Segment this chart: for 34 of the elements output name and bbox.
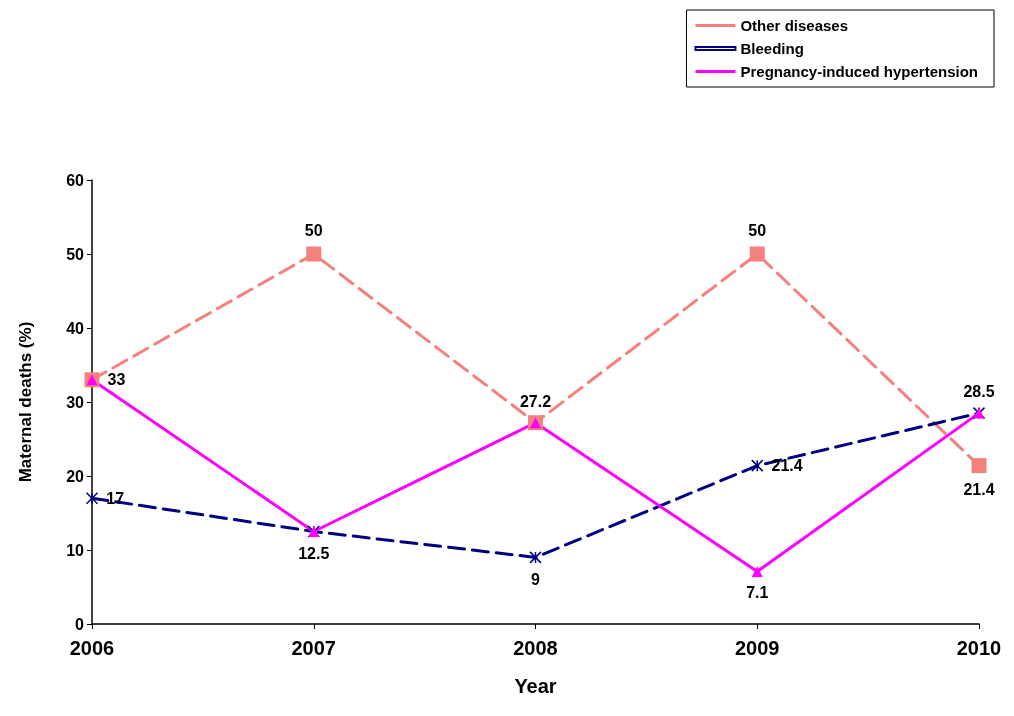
legend-label: Bleeding <box>740 40 804 57</box>
point <box>85 491 99 505</box>
data-label: 50 <box>748 222 767 239</box>
y-tick-label: 50 <box>66 245 85 263</box>
point <box>749 246 765 262</box>
legend-label: Other diseases <box>740 17 849 34</box>
y-tick-label: 10 <box>66 541 85 559</box>
point <box>971 458 987 474</box>
x-tick-label: 2009 <box>735 637 780 659</box>
data-label: 9 <box>531 571 541 589</box>
point <box>751 459 764 472</box>
data-label: 27.2 <box>519 392 552 410</box>
y-tick-label: 0 <box>75 615 85 633</box>
y-tick-label: 30 <box>66 393 85 411</box>
y-tick-label: 40 <box>66 319 85 337</box>
y-tick-label: 60 <box>66 171 85 189</box>
data-label: 50 <box>304 222 323 239</box>
data-label: 28.5 <box>963 383 995 401</box>
point <box>529 551 542 564</box>
x-tick-label: 2007 <box>291 637 336 659</box>
data-label: 21.4 <box>771 457 803 475</box>
x-axis-title: Year <box>514 675 557 697</box>
x-tick-label: 2006 <box>69 637 115 659</box>
data-label: 7.1 <box>746 584 769 602</box>
legend-label: Pregnancy-induced hypertension <box>740 63 978 80</box>
x-tick-label: 2008 <box>513 637 558 659</box>
data-label: 21.4 <box>963 480 995 498</box>
x-tick-label: 2010 <box>956 637 1002 659</box>
data-label: 33 <box>107 371 126 389</box>
y-tick-label: 20 <box>66 467 85 485</box>
data-label: 12.5 <box>298 544 330 562</box>
y-axis-title: Maternal deaths (%) <box>16 321 35 483</box>
point <box>306 246 322 262</box>
point <box>751 565 763 577</box>
